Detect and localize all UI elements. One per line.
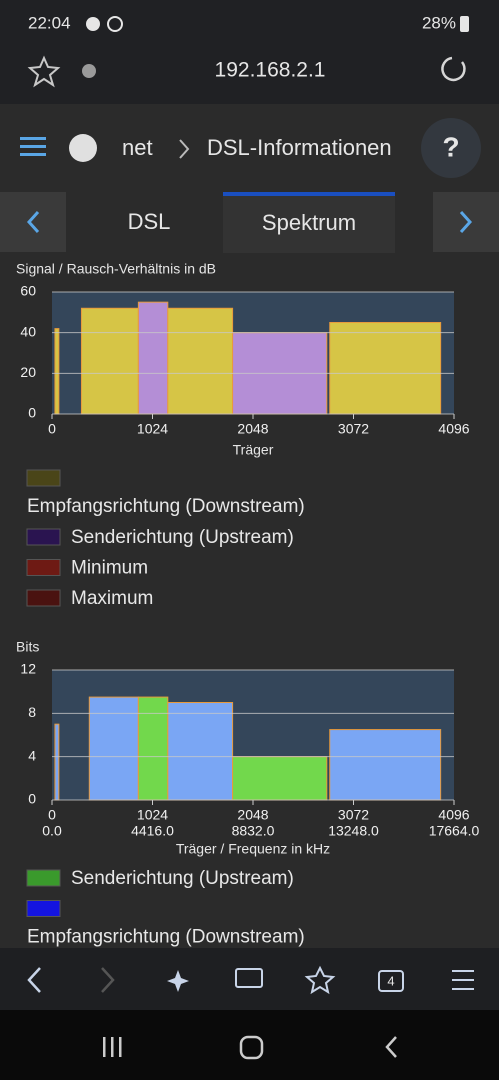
devices-button[interactable] <box>235 968 263 988</box>
whatsapp-icon <box>107 16 123 32</box>
legend-swatch <box>26 559 61 576</box>
menu-bar <box>452 970 474 972</box>
battery-icon <box>460 16 469 32</box>
bar <box>80 307 139 415</box>
bar <box>167 307 234 415</box>
tab[interactable]: Spektrum <box>262 210 356 235</box>
x-tick-label: 2048 <box>237 421 268 437</box>
help-icon: ? <box>442 131 459 162</box>
bar <box>232 756 328 801</box>
y-tick-label: 12 <box>20 661 36 677</box>
tab-next[interactable] <box>433 192 499 252</box>
menu-bar <box>20 153 46 156</box>
legend-label: Senderichtung (Upstream) <box>71 868 294 889</box>
site-info[interactable] <box>82 64 96 78</box>
tab-prev[interactable] <box>0 192 66 252</box>
x-axis-label: Träger <box>233 442 274 458</box>
bar <box>167 702 234 801</box>
y-tick-label: 20 <box>20 364 36 380</box>
y-tick-label: 60 <box>20 283 36 299</box>
tab-indicator <box>223 192 395 196</box>
breadcrumb-separator <box>179 139 190 159</box>
legend-label: Senderichtung (Upstream) <box>71 527 294 548</box>
x2-tick-label: 0.0 <box>42 823 62 839</box>
bar <box>137 696 169 801</box>
x-tick-label: 4096 <box>438 421 469 437</box>
x2-tick-label: 17664.0 <box>429 823 480 839</box>
back-button[interactable] <box>27 967 41 993</box>
menu-button[interactable] <box>452 970 474 990</box>
x2-tick-label: 13248.0 <box>328 823 379 839</box>
bar <box>54 328 60 415</box>
help-button[interactable] <box>421 118 481 178</box>
x-tick-label: 3072 <box>338 421 369 437</box>
status-time: 22:04 <box>28 13 71 32</box>
y-tick-label: 4 <box>28 747 36 763</box>
ai-button[interactable] <box>167 970 189 992</box>
bar <box>54 723 60 801</box>
menu-bar <box>20 137 46 140</box>
x-tick-label: 0 <box>48 807 56 823</box>
tab-count: 4 <box>387 973 394 988</box>
x-tick-label: 2048 <box>237 807 268 823</box>
breadcrumb-current: DSL-Informationen <box>207 135 392 160</box>
y-tick-label: 0 <box>28 791 36 807</box>
status-battery: 28% <box>422 13 456 32</box>
legend-swatch <box>26 528 61 546</box>
browser-toolbar <box>0 948 499 1010</box>
favorites-button[interactable] <box>304 965 336 995</box>
bar <box>329 322 442 415</box>
menu-button[interactable] <box>20 137 46 156</box>
arrow-right <box>459 210 473 234</box>
url[interactable]: 192.168.2.1 <box>215 59 326 82</box>
menu-bar <box>452 979 474 981</box>
x-axis-label: Träger / Frequenz in kHz <box>176 841 330 857</box>
x-tick-label: 4096 <box>438 807 469 823</box>
y-tick-label: 40 <box>20 323 36 339</box>
y-tick-label: 8 <box>28 704 36 720</box>
tab[interactable]: DSL <box>128 209 171 234</box>
chart-title: Signal / Rausch-Verhältnis in dB <box>16 261 216 277</box>
tab-active[interactable] <box>223 192 395 253</box>
x-tick-label: 1024 <box>137 421 168 437</box>
bar <box>137 301 169 415</box>
legend-label: Maximum <box>71 588 153 609</box>
system-nav <box>0 1010 499 1080</box>
x2-tick-label: 4416.0 <box>131 823 174 839</box>
menu-bar <box>20 145 46 148</box>
chart-title: Bits <box>16 639 39 655</box>
arrow-left <box>26 210 40 234</box>
globe-icon <box>69 134 97 162</box>
charts: Signal / Rausch-Verhältnis in dB02040600… <box>16 261 480 948</box>
legend-label: Empfangsrichtung (Downstream) <box>27 496 305 517</box>
bookmark-button[interactable] <box>27 55 61 88</box>
x-tick-label: 1024 <box>137 807 168 823</box>
recents-button[interactable] <box>103 1037 122 1057</box>
nav-line <box>111 1037 114 1057</box>
legend-label: Minimum <box>71 558 148 579</box>
x-tick-label: 3072 <box>338 807 369 823</box>
legend-label: Empfangsrichtung (Downstream) <box>27 927 305 948</box>
bar <box>88 696 139 801</box>
nav-line <box>119 1037 122 1057</box>
y-tick-label: 0 <box>28 405 36 421</box>
menu-bar <box>452 988 474 990</box>
system-back-button[interactable] <box>385 1036 397 1058</box>
reload-button[interactable] <box>441 56 466 82</box>
forward-button[interactable] <box>101 967 115 993</box>
dnd-icon <box>86 17 100 31</box>
x2-tick-label: 8832.0 <box>232 823 275 839</box>
legend-swatch <box>26 869 61 887</box>
tabs-button[interactable] <box>378 970 404 992</box>
legend-swatch <box>26 469 61 487</box>
nav-line <box>103 1037 106 1057</box>
home-button[interactable] <box>239 1035 264 1060</box>
legend-swatch <box>26 589 61 607</box>
bar <box>329 729 442 801</box>
x-tick-label: 0 <box>48 421 56 437</box>
browser-header <box>0 0 499 104</box>
legend-swatch <box>26 900 61 917</box>
breadcrumb-parent[interactable]: net <box>122 135 153 160</box>
